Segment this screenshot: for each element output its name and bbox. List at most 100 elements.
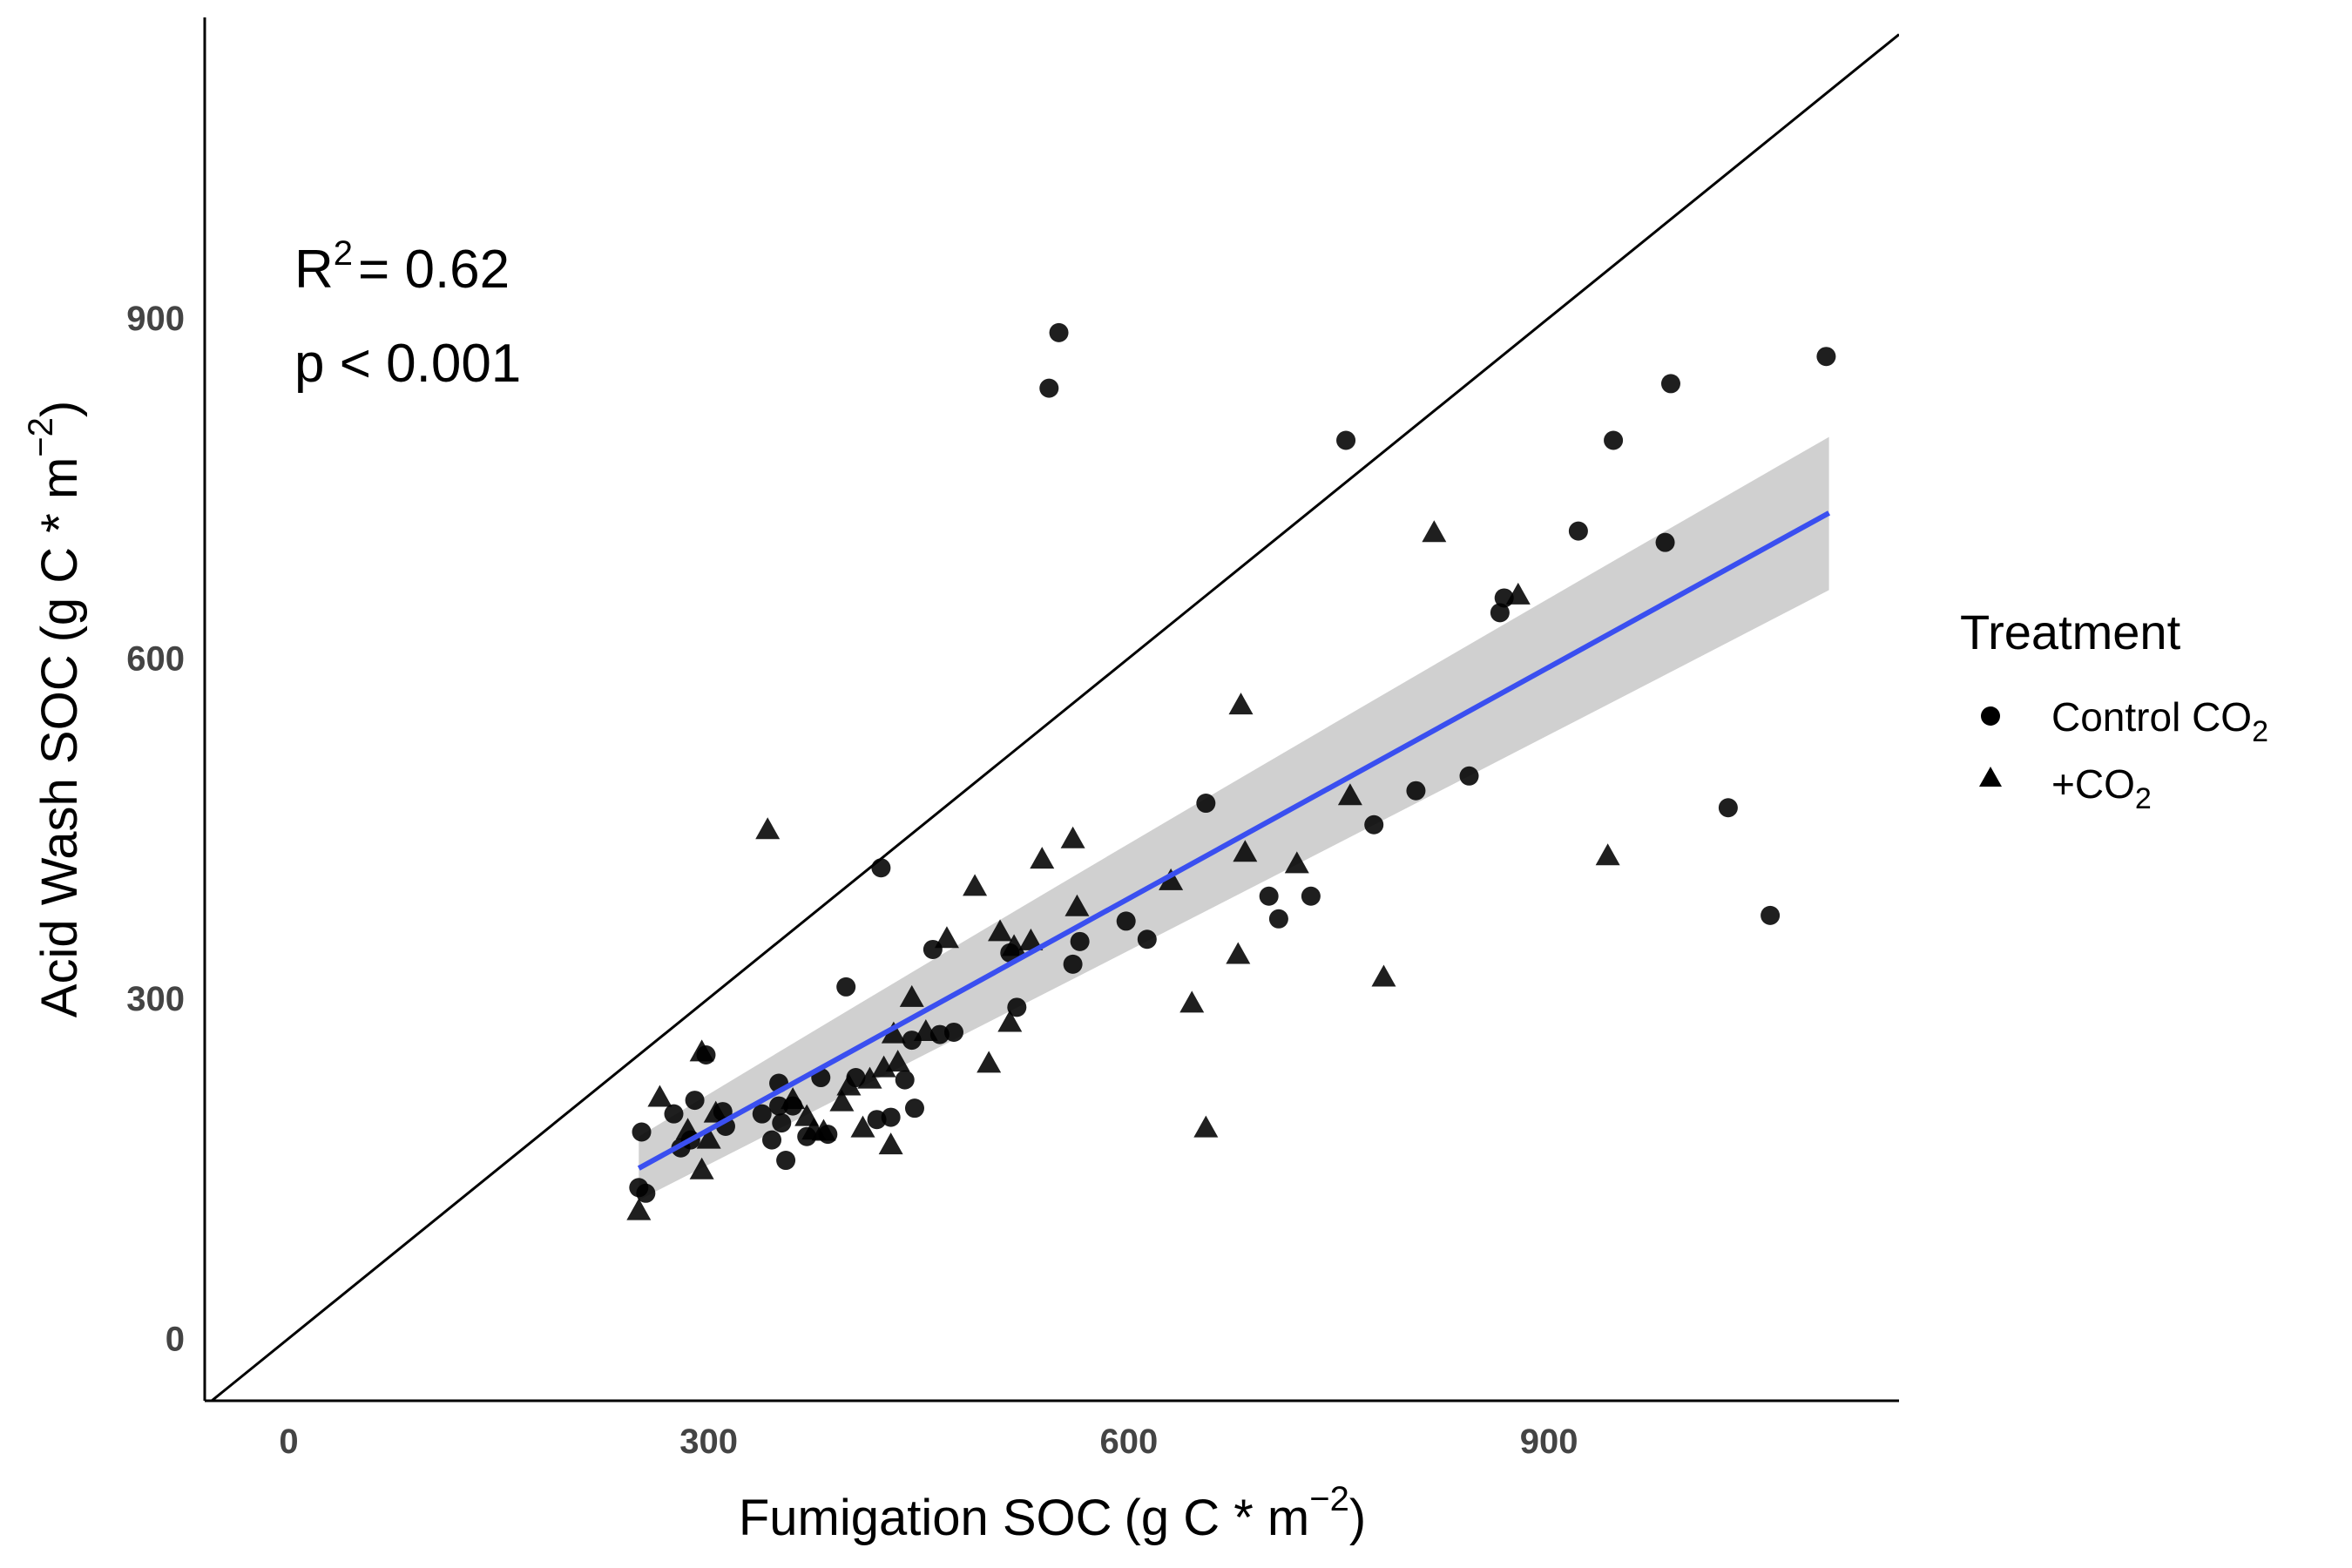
data-point-triangle [1422,520,1447,543]
y-tick-label: 600 [126,639,185,678]
data-point-circle [776,1151,796,1171]
y-tick-label: 0 [166,1320,185,1358]
data-point-circle [1301,886,1321,906]
data-point-circle [904,1098,924,1119]
data-point-triangle [1018,928,1044,950]
data-point-triangle [977,1051,1002,1073]
data-point-circle [752,1104,772,1124]
data-point-triangle [1002,934,1027,956]
data-point-triangle [857,1066,882,1089]
data-point-circle [636,1183,656,1203]
data-point-triangle [811,1119,836,1141]
data-point-circle [762,1130,782,1150]
data-point-circle [1718,798,1738,818]
one-to-one-line [209,33,1899,1401]
data-point-triangle [997,1010,1023,1032]
data-point-circle [895,1070,915,1090]
data-point-circle [1070,931,1090,951]
data-point-circle [1259,886,1279,906]
data-point-circle [1568,521,1588,541]
data-point-circle [871,858,891,878]
data-point-triangle [934,926,959,949]
data-point-circle [1761,905,1781,925]
x-tick-label: 600 [1100,1423,1159,1461]
y-tick-label: 300 [126,980,185,1018]
data-point-circle [1816,347,1836,367]
data-point-circle [836,977,856,997]
data-point-triangle [755,817,781,840]
data-point-triangle [696,1126,721,1149]
data-point-triangle [1159,868,1184,890]
data-point-triangle [913,1018,938,1041]
data-point-triangle [1193,1115,1219,1138]
data-point-triangle [1060,826,1085,848]
data-point-circle [1660,374,1680,394]
data-point-circle [1049,322,1069,342]
data-point-triangle [878,1132,903,1155]
data-point-triangle [781,1087,806,1110]
data-point-triangle [881,1021,906,1044]
legend: Treatment Control CO2 +CO2 [1960,605,2268,815]
legend-label-elevated: +CO2 [2051,761,2152,815]
data-point-circle [632,1122,652,1142]
legend-marker-triangle [1979,767,2002,787]
data-point-circle [1268,909,1288,929]
data-point-triangle [963,874,988,896]
data-point-circle [902,1031,922,1051]
data-point-triangle [1337,783,1362,806]
r2-annotation: R2= 0.62 [294,234,510,300]
data-point-triangle [899,984,924,1007]
data-point-circle [943,1022,963,1042]
regression-line [637,510,1831,1171]
data-point-circle [1604,430,1624,450]
confidence-band [639,436,1829,1200]
data-point-triangle [836,1073,862,1096]
x-tick-label: 900 [1520,1423,1578,1461]
data-point-circle [685,1091,705,1111]
data-point-circle [1137,929,1157,950]
data-point-triangle [626,1198,652,1220]
data-point-triangle [1064,894,1090,916]
data-point-circle [1459,766,1479,786]
data-point-triangle [885,1050,910,1072]
data-point-circle [664,1104,684,1124]
x-axis-title: Fumigation SOC (g C * m−2) [739,1480,1366,1546]
data-point-triangle [703,1100,728,1123]
data-point-circle [1655,532,1675,552]
data-point-triangle [871,1055,896,1078]
data-point-triangle [689,1039,714,1062]
data-point-circle [1490,603,1510,623]
data-point-circle [772,1113,792,1133]
legend-label-control: Control CO2 [2051,694,2268,748]
data-point-triangle [1226,942,1251,964]
data-point-circle [1336,430,1356,450]
data-point-triangle [988,919,1013,942]
data-point-circle [1063,954,1083,974]
y-axis-title: Acid Wash SOC(g C * m−2) [22,401,88,1017]
data-point-triangle [1179,990,1205,1013]
data-point-circle [1116,911,1136,931]
data-point-circle [1007,997,1027,1017]
data-point-circle [769,1096,789,1116]
data-point-triangle [1595,843,1620,866]
data-point-triangle [1030,847,1055,869]
data-point-circle [1196,794,1216,814]
data-point-triangle [1505,582,1531,605]
legend-title: Treatment [1960,605,2181,659]
y-tick-label: 900 [126,300,185,338]
data-point-triangle [1228,693,1254,715]
p-value-annotation: p < 0.001 [294,334,521,394]
data-point-triangle [850,1115,875,1138]
data-point-triangle [829,1089,855,1112]
data-point-triangle [1284,851,1309,874]
data-point-circle [1364,814,1384,835]
data-point-triangle [1371,964,1396,987]
x-tick-label: 0 [279,1423,298,1461]
data-point-triangle [647,1085,672,1107]
data-point-triangle [675,1118,700,1140]
legend-marker-circle [1981,706,2000,726]
data-point-circle [881,1107,901,1127]
data-point-triangle [689,1157,714,1179]
